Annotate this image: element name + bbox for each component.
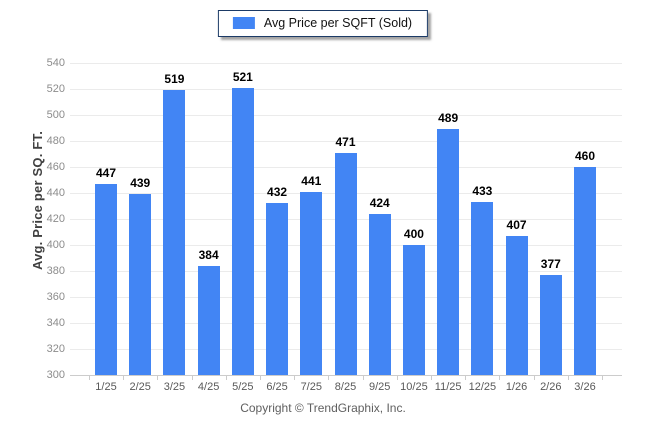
- x-axis-tick: [191, 376, 193, 380]
- bar-value-label: 471: [335, 134, 356, 149]
- bar-value-label: 432: [267, 185, 288, 200]
- x-tick-label: 4/25: [197, 381, 220, 393]
- bar-value-label: 439: [130, 176, 151, 191]
- bar-value-label: 384: [198, 247, 219, 262]
- y-tick-label: 380: [46, 265, 65, 277]
- bar-11/25: [437, 129, 460, 375]
- x-axis-line: [70, 374, 622, 376]
- x-axis-tick: [465, 376, 467, 380]
- x-axis-tick: [225, 376, 227, 380]
- y-tick-label: 480: [46, 135, 65, 147]
- x-tick-label: 3/25: [163, 381, 186, 393]
- x-tick-label: 3/26: [574, 381, 596, 393]
- bar-2/25: [129, 194, 152, 375]
- y-tick-label: 400: [46, 239, 65, 251]
- x-axis-tick: [499, 376, 501, 380]
- gridline: [70, 140, 622, 142]
- x-tick-label: 11/25: [434, 381, 462, 393]
- y-tick-label: 500: [46, 109, 65, 121]
- x-tick-label: 2/26: [540, 381, 562, 393]
- x-tick-label: 9/25: [368, 381, 391, 393]
- x-axis-tick: [123, 376, 125, 380]
- x-axis-tick: [431, 376, 433, 380]
- x-axis-tick: [157, 376, 159, 380]
- legend-label: Avg Price per SQFT (Sold): [263, 16, 413, 30]
- x-tick-label: 1/25: [95, 381, 117, 393]
- bar-1/26: [505, 235, 528, 375]
- bar-12/25: [471, 202, 494, 375]
- bar-value-label: 489: [438, 111, 459, 126]
- chart-legend: Avg Price per SQFT (Sold): [217, 10, 429, 37]
- bar-value-label: 433: [472, 184, 493, 199]
- bar-value-label: 519: [164, 72, 185, 87]
- gridline: [70, 114, 622, 116]
- x-tick-label: 8/25: [334, 381, 357, 393]
- bar-value-label: 447: [95, 165, 117, 180]
- bar-2/26: [539, 274, 562, 375]
- y-tick-label: 360: [46, 291, 65, 303]
- x-tick-label: 2/25: [129, 381, 151, 393]
- x-tick-label: 12/25: [468, 381, 497, 393]
- y-tick-label: 520: [46, 83, 65, 95]
- y-tick-label: 440: [46, 187, 65, 199]
- y-tick-label: 300: [46, 369, 65, 381]
- bar-value-label: 521: [232, 69, 253, 84]
- bar-1/25: [95, 183, 117, 375]
- x-axis-tick: [88, 376, 90, 380]
- y-tick-label: 540: [46, 57, 65, 69]
- bar-value-label: 460: [574, 149, 596, 163]
- bar-value-label: 377: [540, 256, 561, 271]
- y-tick-label: 320: [46, 343, 65, 355]
- x-axis-tick: [362, 376, 364, 380]
- gridline: [70, 88, 622, 90]
- bar-10/25: [402, 245, 425, 375]
- x-tick-label: 10/25: [400, 381, 428, 393]
- x-axis-tick: [602, 376, 604, 380]
- x-axis-tick: [259, 376, 261, 380]
- bar-value-label: 424: [369, 195, 390, 210]
- bar-value-label: 407: [506, 217, 527, 232]
- copyright-text: Copyright © TrendGraphix, Inc.: [240, 401, 406, 415]
- y-tick-label: 340: [46, 317, 65, 329]
- y-tick-label: 420: [46, 213, 65, 225]
- x-axis-tick: [396, 376, 398, 380]
- x-axis-tick: [328, 376, 330, 380]
- gridline: [70, 62, 622, 64]
- bar-3/26: [574, 167, 596, 375]
- x-tick-label: 7/25: [300, 381, 322, 393]
- bar-8/25: [334, 152, 357, 375]
- bar-9/25: [368, 213, 391, 375]
- bar-value-label: 400: [403, 227, 424, 241]
- x-tick-label: 5/25: [232, 381, 254, 393]
- bar-7/25: [300, 191, 323, 375]
- bar-3/25: [163, 90, 186, 375]
- bar-4/25: [197, 265, 220, 375]
- legend-swatch: [232, 17, 255, 29]
- x-axis-tick: [294, 376, 296, 380]
- bar-6/25: [266, 203, 289, 375]
- bar-5/25: [231, 87, 254, 375]
- x-axis-tick: [567, 376, 569, 380]
- bar-value-label: 441: [301, 173, 322, 188]
- y-tick-label: 460: [46, 161, 65, 173]
- x-axis-tick: [533, 376, 535, 380]
- x-tick-label: 1/26: [505, 381, 528, 393]
- x-tick-label: 6/25: [266, 381, 288, 393]
